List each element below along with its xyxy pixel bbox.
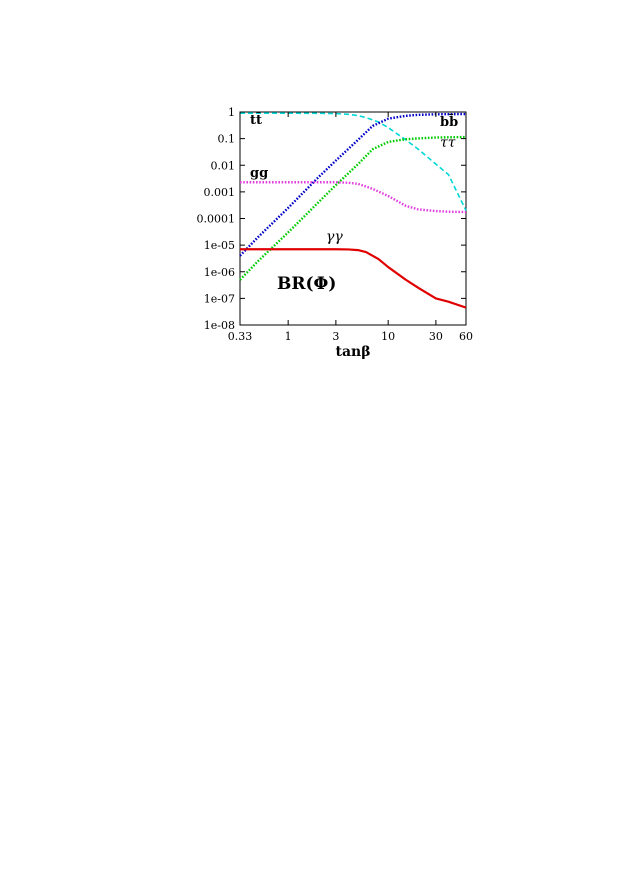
y-tick-label: 1 bbox=[228, 106, 235, 119]
series-line-4 bbox=[240, 248, 467, 309]
labels-layer: tt̄ bb̄ ττ gg γγ BR(Φ) tanβ bbox=[250, 111, 458, 360]
series-label-1: bb̄ bbox=[440, 113, 458, 130]
chart-annotation: BR(Φ) bbox=[277, 274, 336, 294]
y-tick-label: 1e-06 bbox=[204, 266, 235, 279]
y-tick-label: 1e-05 bbox=[204, 239, 235, 252]
x-tick-label: 0.33 bbox=[228, 330, 253, 343]
x-tick-label: 3 bbox=[332, 330, 339, 343]
x-tick-label: 10 bbox=[381, 330, 395, 343]
series-line-2 bbox=[239, 135, 467, 281]
y-tick-label: 0.001 bbox=[204, 186, 236, 199]
x-tick-label: 60 bbox=[459, 330, 473, 343]
series-layer bbox=[239, 112, 467, 309]
series-label-4: γγ bbox=[326, 229, 343, 245]
y-tick-label: 1e-08 bbox=[204, 319, 235, 332]
series-label-3: gg bbox=[250, 166, 268, 181]
series-label-0: tt̄ bbox=[250, 111, 262, 128]
series-line-1 bbox=[239, 112, 467, 257]
series-line-0 bbox=[240, 112, 467, 211]
x-tick-label: 1 bbox=[285, 330, 292, 343]
x-tick-label: 30 bbox=[429, 330, 443, 343]
series-label-2: ττ bbox=[440, 135, 456, 151]
x-axis-label: tanβ bbox=[335, 344, 370, 360]
series-line-3 bbox=[240, 181, 467, 214]
y-tick-label: 1e-07 bbox=[204, 292, 235, 305]
y-tick-label: 0.01 bbox=[211, 159, 236, 172]
ticks-layer: 0.33 1 3 10 30 60 1 0.1 0.01 0.001 0.0001 1e-05 1e-0… bbox=[197, 106, 474, 343]
y-tick-label: 0.0001 bbox=[197, 213, 236, 226]
plot-area bbox=[239, 111, 467, 326]
y-tick-label: 0.1 bbox=[218, 133, 236, 146]
plot-frame bbox=[239, 111, 467, 326]
